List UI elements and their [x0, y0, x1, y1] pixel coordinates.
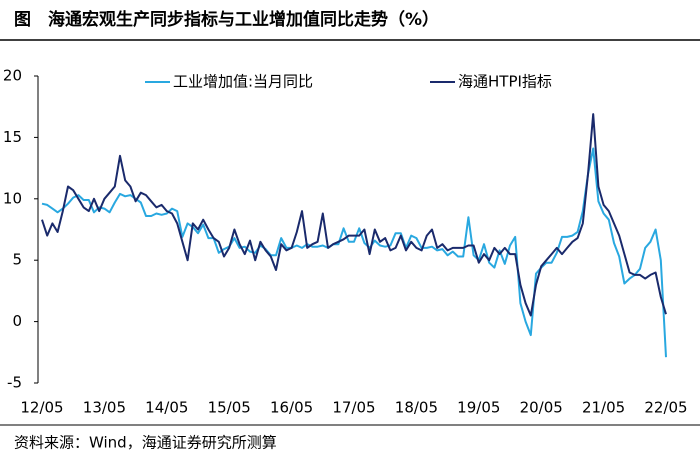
y-tick-label: -5 [7, 374, 22, 392]
source: 资料来源：Wind，海通证券研究所测算 [14, 434, 277, 452]
x-tick-label: 13/05 [83, 399, 126, 417]
y-tick-label: 10 [3, 189, 22, 207]
y-tick-label: 0 [12, 312, 22, 330]
series-line [41, 113, 667, 317]
x-tick-label: 20/05 [520, 399, 563, 417]
x-tick-label: 12/05 [20, 399, 63, 417]
x-tick-label: 17/05 [332, 399, 375, 417]
y-tick-label: 20 [3, 67, 22, 85]
y-tick-label: 15 [3, 128, 22, 146]
x-tick-label: 15/05 [208, 399, 251, 417]
legend-label: 海通HTPI指标 [458, 73, 552, 91]
x-tick-label: 21/05 [582, 399, 625, 417]
x-tick-label: 19/05 [457, 399, 500, 417]
legend-label: 工业增加值:当月同比 [173, 73, 313, 91]
y-tick-label: 5 [12, 251, 22, 269]
chart-title: 图 海通宏观生产同步指标与工业增加值同比走势（%） [14, 9, 439, 30]
x-tick-label: 16/05 [270, 399, 313, 417]
x-tick-label: 14/05 [145, 399, 188, 417]
x-tick-label: 18/05 [395, 399, 438, 417]
series-line [41, 147, 667, 358]
x-tick-label: 22/05 [644, 399, 687, 417]
